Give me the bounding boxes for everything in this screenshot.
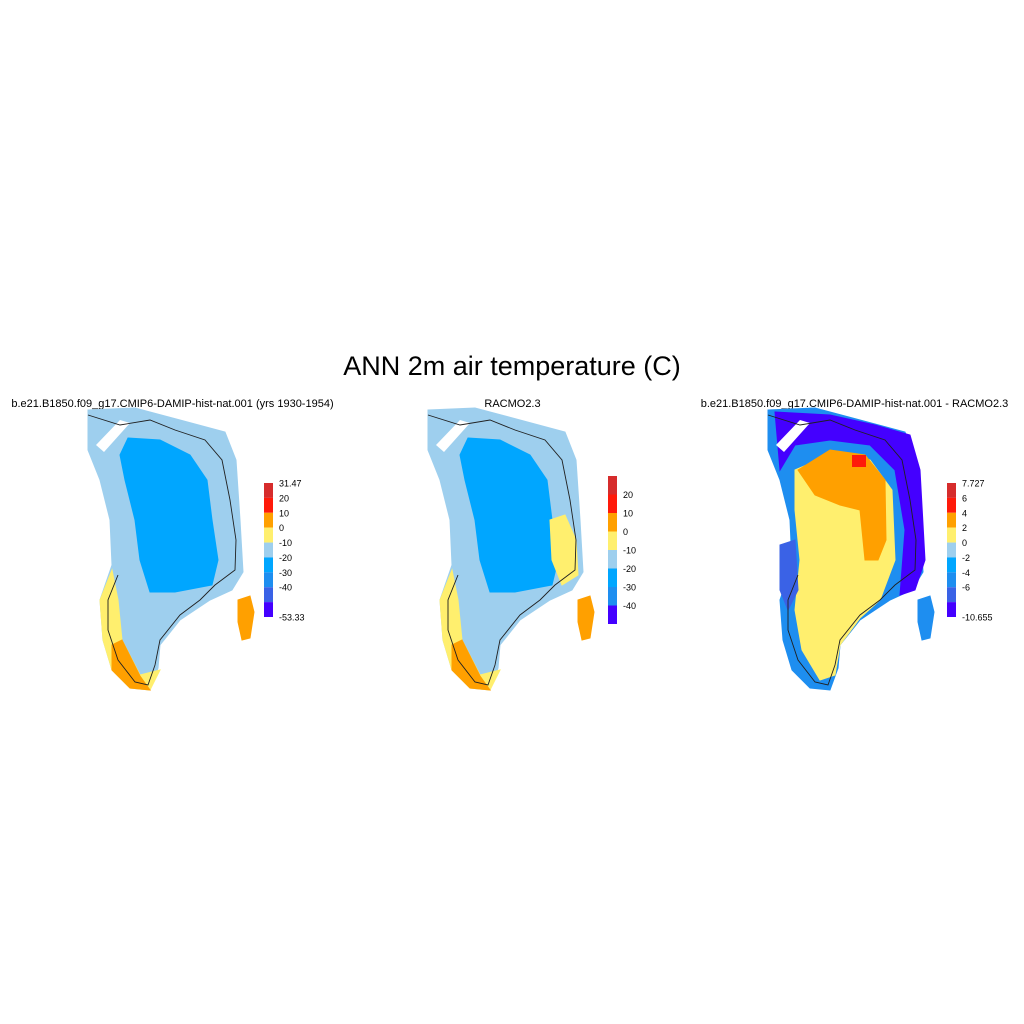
colorbar-label: 4 [962,508,967,518]
colorbar-swatch-3 [947,512,956,528]
coast-gap [776,420,810,452]
colorbar-swatch-9 [264,602,273,617]
coastline [427,414,577,686]
colorbar-label: -30 [623,583,636,593]
colorbar-label: 7.727 [962,479,985,489]
colorbar-swatch-2 [264,497,273,513]
figure-title: ANN 2m air temperature (C) [343,351,681,381]
colorbar-label: 31.47 [279,479,302,489]
colorbar-swatch-1 [608,476,617,495]
colorbar-swatch-3 [264,512,273,528]
colorbar-swatch-3 [608,513,617,532]
panel-2-map: 20 10 0 -10 -20 -30 -40 [427,407,636,691]
colorbar-swatch-6 [264,557,273,573]
colorbar-label: -6 [962,583,970,593]
colorbar-swatch-6 [947,557,956,573]
coastline [767,414,917,686]
colorbar-label: 20 [279,493,289,503]
colorbar-label: 2 [962,523,967,533]
peak-warm-bias-cell [852,455,866,467]
coastline [87,414,237,686]
colorbar-label: -10 [623,546,636,556]
colorbar-swatch-7 [947,572,956,588]
colorbar-swatch-2 [947,497,956,513]
colorbar-label: -40 [623,601,636,611]
colorbar-swatch-7 [264,572,273,588]
panel-1-map: 31.47 20 10 0 -10 -20 -30 -40 -53.33 [87,407,305,691]
colorbar-swatch-1 [264,483,273,498]
interior-cold-region [119,437,219,593]
colorbar-swatch-4 [264,527,273,543]
colorbar-swatch-4 [608,531,617,550]
colorbar-swatch-8 [264,587,273,603]
coast-gap [436,420,470,452]
colorbar-swatch-4 [947,527,956,543]
colorbar-swatch-8 [608,605,617,624]
east-island-cells [237,595,255,641]
colorbar-swatch-1 [947,483,956,498]
panel-2-title: RACMO2.3 [484,398,541,410]
panel-3-map: 7.727 6 4 2 0 -2 -4 -6 -10.655 [767,407,993,691]
colorbar-swatch-6 [608,568,617,587]
colorbar-swatch-8 [947,587,956,603]
coast-gap [96,420,130,452]
colorbar-label: -40 [279,583,292,593]
colorbar-label: 20 [623,490,633,500]
strong-cold-bias-region [774,411,926,596]
southern-warm-edge [451,639,492,691]
interior-cold-region [459,437,559,593]
colorbar-label: -10.655 [962,613,993,623]
west-cold-bias-strip [779,539,799,612]
panel-1-title: b.e21.B1850.f09_g17.CMIP6-DAMIP-hist-nat… [11,398,334,410]
colorbar-swatch-2 [608,494,617,513]
colorbar-label: -2 [962,553,970,563]
east-island-cells [577,595,595,641]
colorbar-swatch-5 [947,542,956,558]
east-mild-region [549,514,579,586]
colorbar-swatch-7 [608,587,617,606]
colorbar-label: 0 [279,523,284,533]
colorbar-swatch-5 [264,542,273,558]
colorbar-swatch-5 [608,550,617,569]
east-island-cells [917,595,935,641]
colorbar-label: -30 [279,568,292,578]
colorbar-label: -20 [279,553,292,563]
southern-warm-edge [111,639,152,691]
colorbar-label: 0 [962,538,967,548]
colorbar-label: -4 [962,568,970,578]
colorbar-label: 10 [279,508,289,518]
colorbar-label: -20 [623,564,636,574]
colorbar-label: 0 [623,527,628,537]
colorbar-label: -10 [279,538,292,548]
panel-3-title: b.e21.B1850.f09_g17.CMIP6-DAMIP-hist-nat… [700,398,1009,410]
colorbar-label: -53.33 [279,613,305,623]
colorbar-label: 10 [623,509,633,519]
colorbar-label: 6 [962,493,967,503]
colorbar-swatch-9 [947,602,956,617]
strong-warm-bias-region [797,449,887,561]
